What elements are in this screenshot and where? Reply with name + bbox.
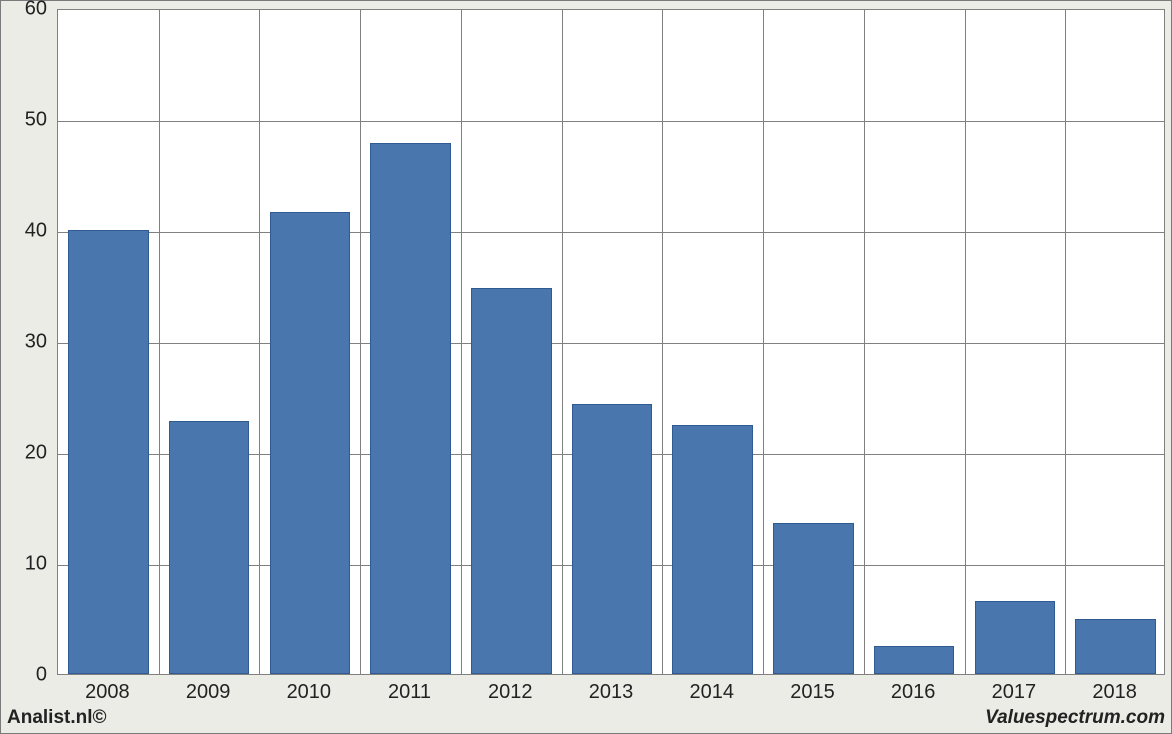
bar: [672, 425, 753, 674]
gridline-vertical: [1065, 10, 1066, 674]
gridline-vertical: [662, 10, 663, 674]
bar: [572, 404, 653, 674]
bar: [975, 601, 1056, 674]
gridline-vertical: [562, 10, 563, 674]
x-tick-label: 2008: [85, 681, 130, 704]
bar: [370, 143, 451, 674]
gridline-vertical: [965, 10, 966, 674]
gridline-horizontal: [58, 343, 1164, 344]
y-tick-label: 40: [1, 220, 47, 243]
y-tick-label: 50: [1, 109, 47, 132]
gridline-vertical: [763, 10, 764, 674]
plot-area: [57, 9, 1165, 675]
y-tick-label: 60: [1, 0, 47, 21]
bar: [773, 523, 854, 674]
x-tick-label: 2017: [992, 681, 1037, 704]
y-tick-label: 30: [1, 331, 47, 354]
y-tick-label: 20: [1, 442, 47, 465]
x-tick-label: 2012: [488, 681, 533, 704]
x-tick-label: 2014: [689, 681, 734, 704]
x-tick-label: 2011: [388, 681, 431, 704]
bar: [874, 646, 955, 674]
gridline-vertical: [259, 10, 260, 674]
bar: [68, 230, 149, 674]
footer-right-credit: Valuespectrum.com: [985, 707, 1165, 729]
x-tick-label: 2009: [186, 681, 231, 704]
footer-left-credit: Analist.nl©: [7, 707, 107, 729]
y-tick-label: 0: [1, 664, 47, 687]
gridline-vertical: [360, 10, 361, 674]
bar: [169, 421, 250, 674]
chart-container: 0 10 20 30 40 50 60 2008 2009 2010 2011 2012 2013 20…: [0, 0, 1172, 734]
x-tick-label: 2018: [1092, 681, 1137, 704]
x-tick-label: 2010: [287, 681, 332, 704]
gridline-vertical: [159, 10, 160, 674]
x-tick-label: 2016: [891, 681, 936, 704]
gridline-horizontal: [58, 121, 1164, 122]
gridline-vertical: [864, 10, 865, 674]
gridline-vertical: [461, 10, 462, 674]
bar: [270, 212, 351, 674]
gridline-horizontal: [58, 232, 1164, 233]
x-tick-label: 2015: [790, 681, 835, 704]
bar: [1075, 619, 1156, 675]
bar: [471, 288, 552, 674]
x-tick-label: 2013: [589, 681, 634, 704]
y-tick-label: 10: [1, 553, 47, 576]
